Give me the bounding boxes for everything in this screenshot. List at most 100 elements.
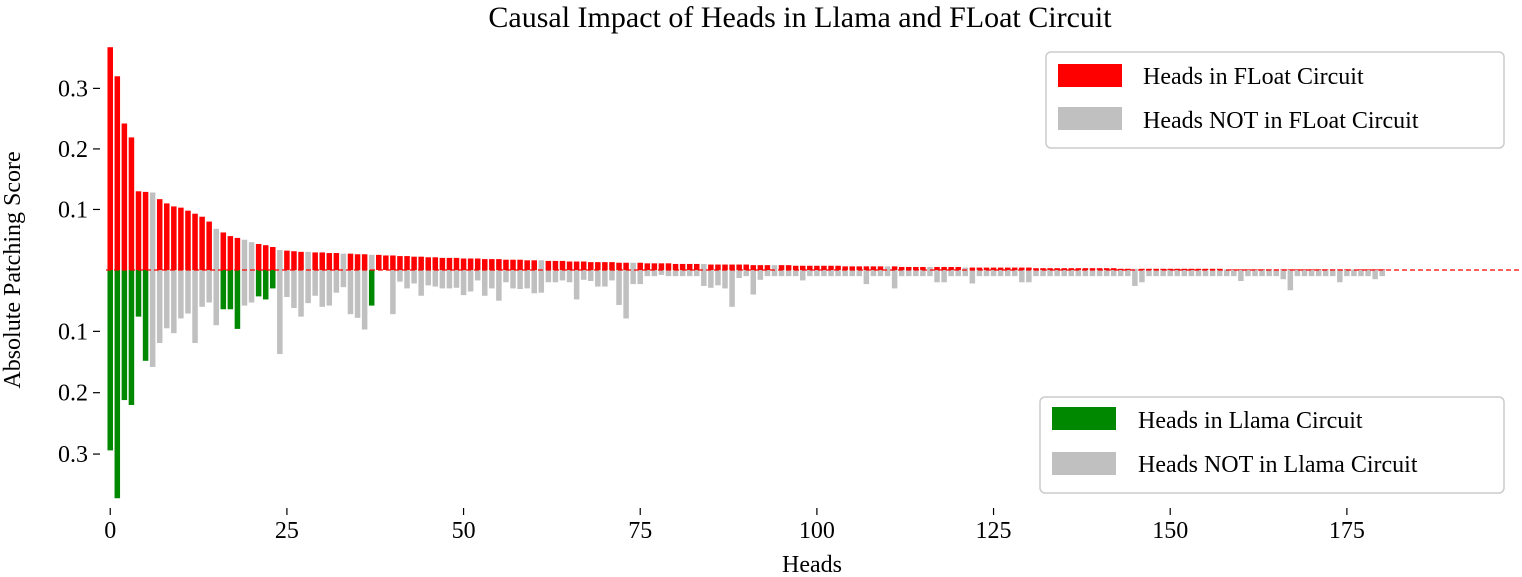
upper-bar [340,253,347,270]
lower-bar [361,270,368,330]
lower-bar [1259,270,1265,277]
lower-bar [842,270,848,277]
lower-bar [1351,270,1357,277]
lower-bar [291,270,297,309]
upper-bar [185,210,191,270]
upper-bar [1153,268,1159,270]
upper-bar [686,263,693,270]
upper-bar [694,263,700,270]
lower-bar [248,270,255,303]
upper-bar [1188,268,1195,270]
upper-bar [262,245,269,270]
upper-bar [1202,268,1209,270]
y-axis-label: Absolute Patching Score [0,151,26,388]
lower-bar [644,270,651,277]
upper-bar [785,265,792,270]
lower-bar [1195,270,1202,277]
upper-legend-frame [1045,51,1505,149]
lower-bar [149,270,156,367]
upper-bar [708,264,714,270]
lower-bar [934,270,940,283]
y-tick-label-upper: 0.3 [58,76,88,102]
lower-bar [1266,270,1272,277]
lower-bar [192,270,198,344]
lower-bar [778,270,785,277]
upper-bar [1195,268,1202,270]
upper-bar [383,255,389,270]
lower-bar [418,270,424,296]
upper-bar [623,262,629,270]
lower-bar [1358,270,1364,277]
upper-bar [941,266,947,270]
lower-bar [849,270,855,277]
x-axis-label: Heads [782,552,842,577]
upper-bar [164,203,170,270]
lower-bar [609,270,615,281]
legend-label-not-float-circuit: Heads NOT in FLoat Circuit [1143,108,1419,134]
upper-bar [750,265,757,270]
upper-bar [284,250,290,270]
upper-bar [757,265,764,270]
lower-bar [856,270,863,277]
upper-bar [672,263,679,270]
lower-bar [665,270,672,277]
lower-bar [1033,270,1039,277]
lower-legend-frame [1039,396,1505,494]
lower-bar [623,270,629,319]
lower-bar [220,270,227,310]
lower-bar [686,270,693,277]
upper-bar [255,243,262,270]
lower-bar [694,270,700,277]
lower-bar [1160,270,1166,277]
x-tick-label: 175 [1329,518,1365,544]
upper-bar [376,254,382,270]
upper-bar [1082,268,1089,270]
lower-bar [114,270,121,499]
upper-bar [927,266,933,270]
lower-bar [672,270,679,277]
lower-bar [277,270,283,355]
upper-bars-group [107,47,1385,271]
upper-bar [573,261,580,270]
upper-bar [213,228,219,270]
lower-bar [199,270,205,307]
lower-bar [1174,270,1181,277]
upper-bar [905,266,912,270]
upper-bar [1019,267,1025,270]
x-tick-label: 100 [799,518,835,544]
upper-bar [1068,268,1075,270]
upper-bar [842,266,848,270]
upper-bar [524,260,530,270]
lower-bar [1280,270,1287,280]
lower-bar [722,270,728,289]
lower-bar [729,270,735,307]
upper-bar [1117,268,1124,270]
upper-bar [715,264,721,270]
lower-bar [1167,270,1173,277]
upper-bar [1011,267,1018,270]
upper-bar [206,221,212,270]
upper-bar [559,260,566,270]
upper-bar [1061,268,1067,270]
lower-bar [1132,270,1138,286]
y-tick-label-lower: 0.1 [58,319,88,345]
upper-legend: Heads in FLoat Circuit Heads NOT in FLoa… [1045,51,1505,149]
upper-bar [496,259,502,270]
lower-bar [397,270,403,282]
lower-bars-group [107,270,1385,499]
lower-bar [1089,270,1096,277]
lower-bar [983,270,990,277]
lower-bar [580,270,587,280]
upper-bar [114,76,121,271]
upper-bar [312,252,318,270]
x-tick-label: 25 [275,518,299,544]
upper-bar [1372,269,1378,270]
lower-bar [743,270,749,277]
lower-bar [1188,270,1195,277]
upper-bar [347,253,354,270]
upper-bar [1216,268,1223,270]
lower-bar [927,270,933,277]
lower-bar [319,270,325,307]
upper-bar [107,47,113,271]
